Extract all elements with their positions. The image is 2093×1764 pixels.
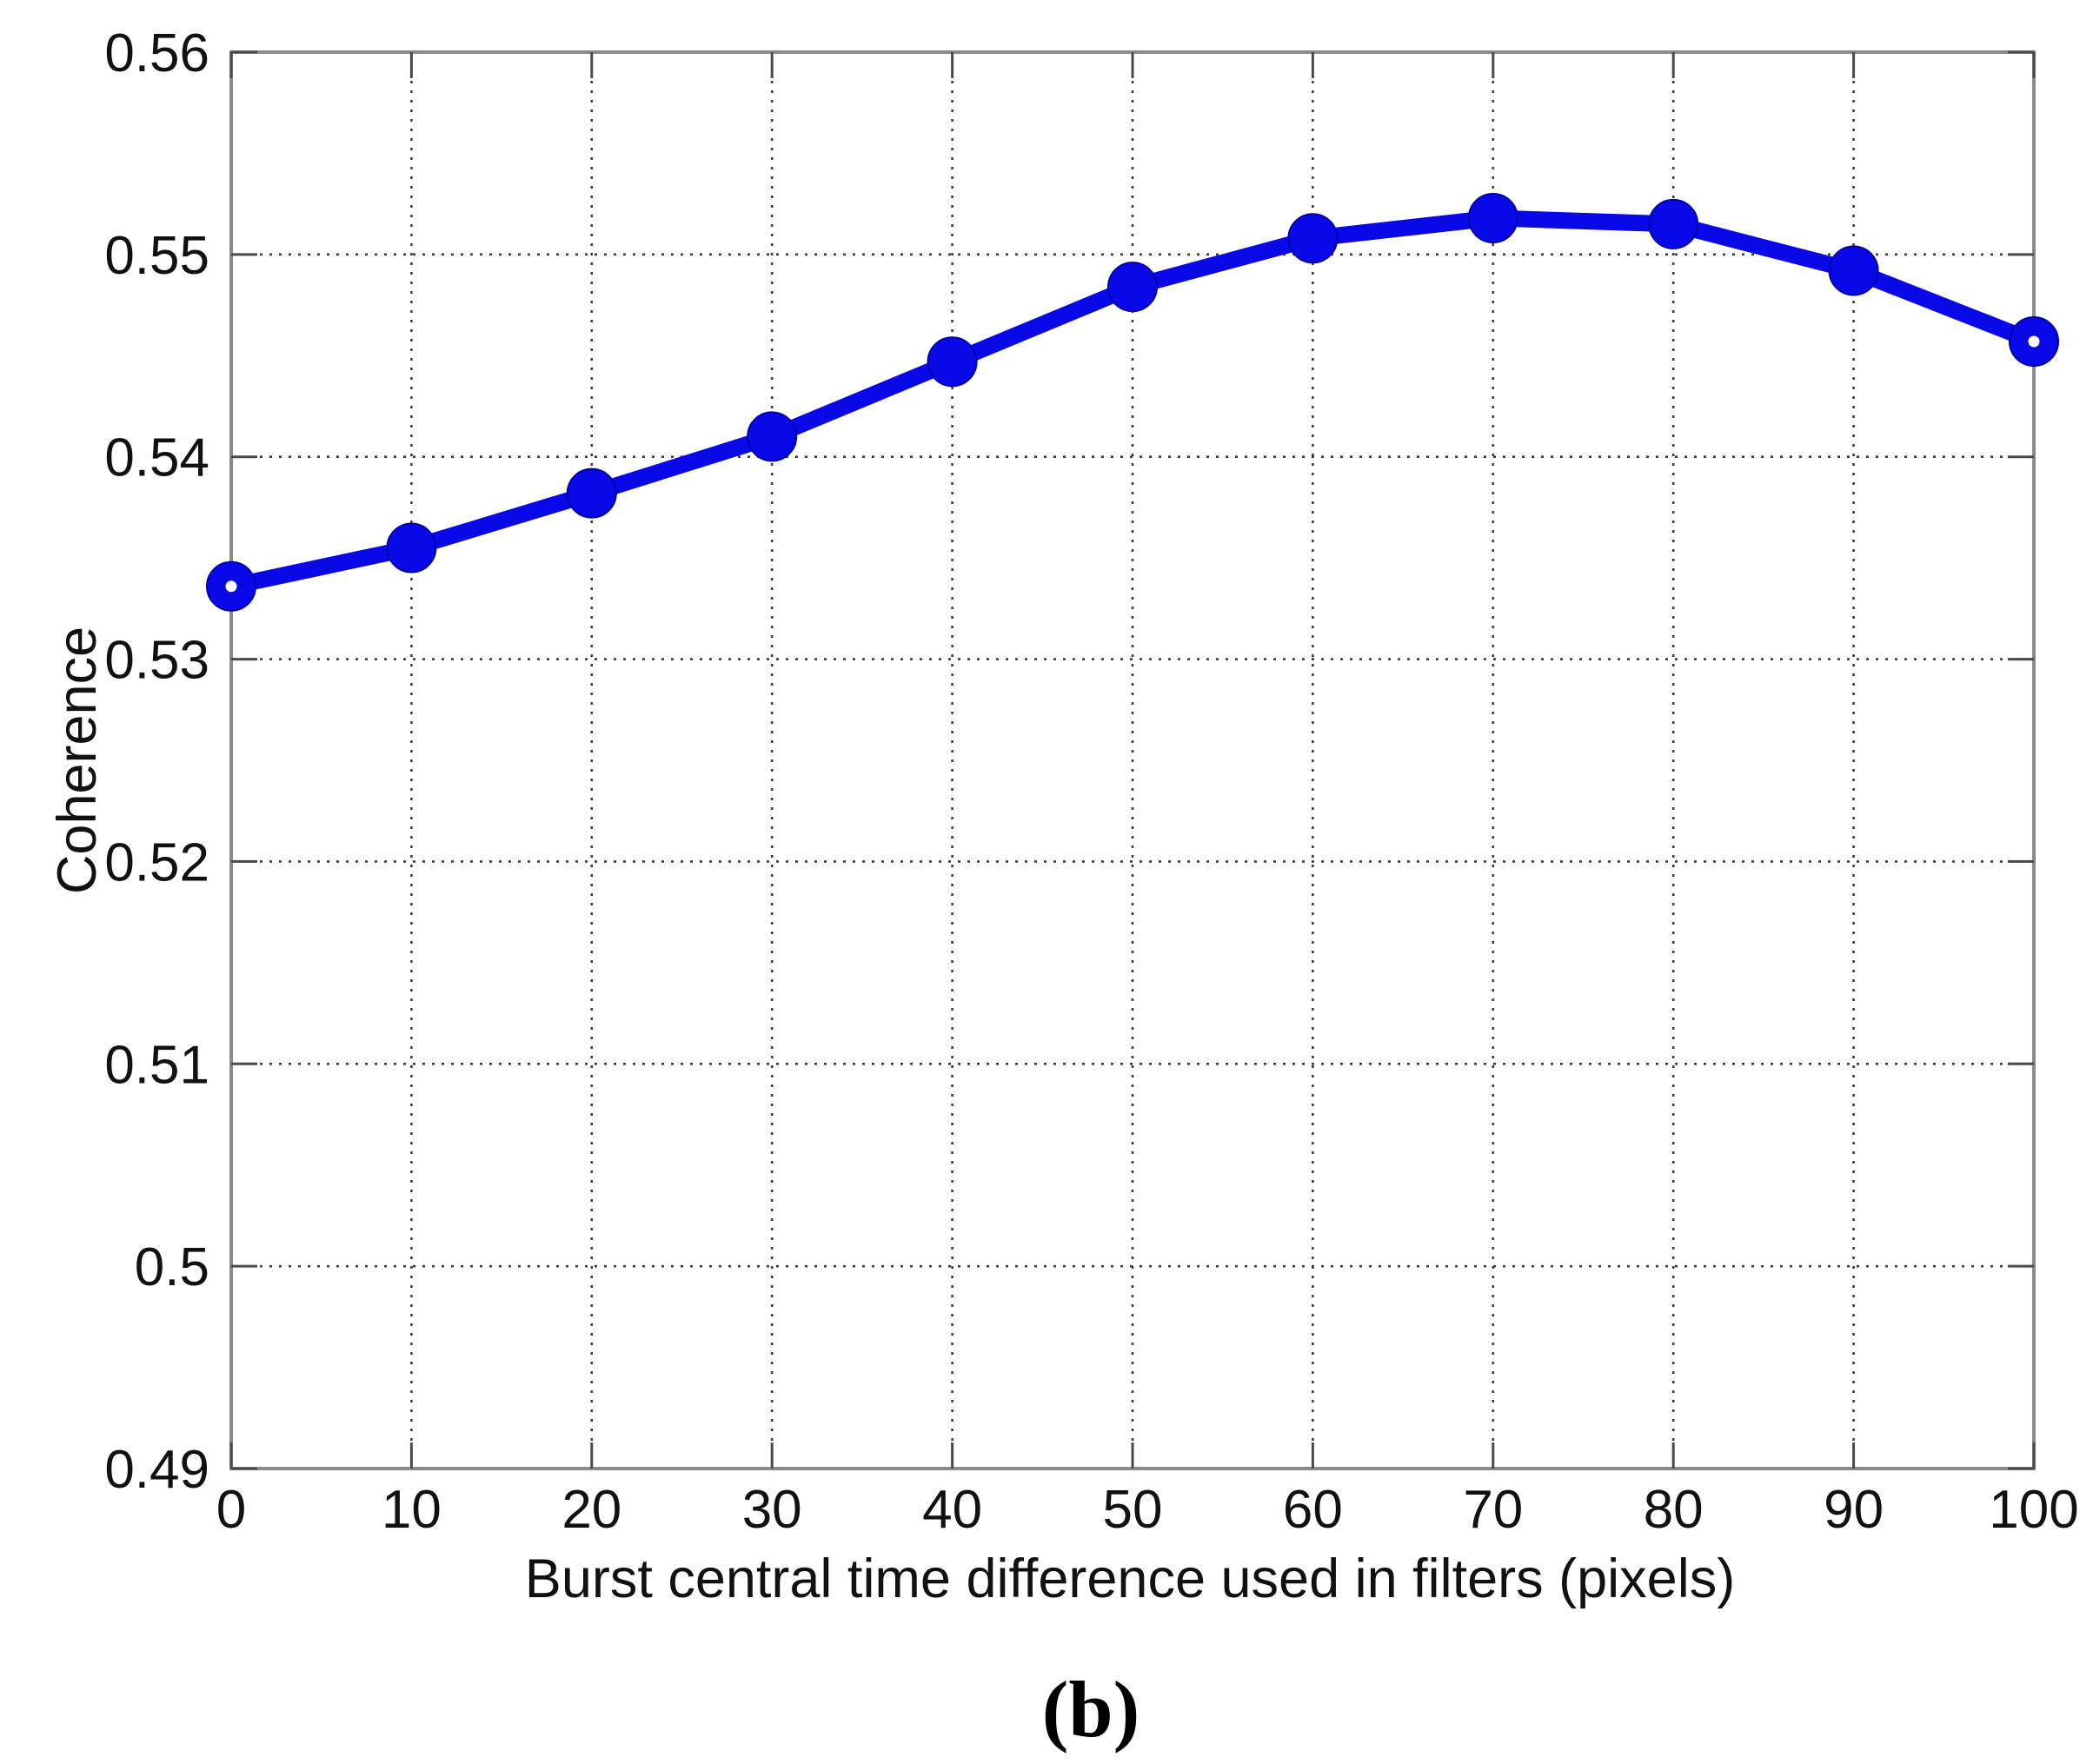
x-tick-label-30: 30 [742, 1480, 802, 1540]
x-tick-label-60: 60 [1283, 1480, 1343, 1540]
axis-ticks [229, 50, 2036, 1470]
data-series [206, 192, 2059, 612]
data-point-hole-x0 [225, 580, 237, 593]
data-point-x80 [1648, 198, 1699, 249]
y-tick-label-0.52: 0.52 [104, 832, 209, 892]
figure-caption: (b) [1042, 1665, 1140, 1754]
x-tick-label-50: 50 [1103, 1480, 1163, 1540]
x-tick-label-20: 20 [561, 1480, 621, 1540]
data-point-x70 [1467, 192, 1518, 243]
y-tick-label-0.51: 0.51 [104, 1035, 209, 1095]
data-point-hole-x100 [2028, 335, 2040, 348]
y-tick-label-0.54: 0.54 [104, 428, 209, 488]
data-point-x90 [1828, 245, 1879, 296]
gridlines [231, 52, 2034, 1469]
y-tick-label-0.55: 0.55 [104, 226, 209, 286]
data-point-x60 [1287, 213, 1339, 264]
data-point-x30 [747, 411, 798, 462]
data-point-x20 [566, 468, 617, 519]
y-tick-label-0.5: 0.5 [135, 1237, 209, 1297]
y-axis-label: Coherence [47, 627, 108, 894]
x-tick-label-100: 100 [1989, 1480, 2078, 1540]
x-tick-label-10: 10 [382, 1480, 442, 1540]
data-point-x10 [386, 522, 437, 574]
x-tick-label-40: 40 [922, 1480, 982, 1540]
data-point-x40 [927, 336, 978, 388]
x-tick-label-90: 90 [1824, 1480, 1884, 1540]
x-tick-label-80: 80 [1644, 1480, 1704, 1540]
tick-labels: 0.49 0.5 0.51 0.52 0.53 0.54 0.55 0.56 0 10 20 30 40… [104, 23, 2078, 1540]
data-point-x50 [1107, 262, 1158, 313]
y-tick-label-0.49: 0.49 [104, 1440, 209, 1500]
x-axis-label: Burst central time difference used in fi… [525, 1548, 1735, 1609]
x-tick-label-70: 70 [1463, 1480, 1523, 1540]
y-tick-label-0.56: 0.56 [104, 23, 209, 83]
x-tick-label-0: 0 [216, 1480, 246, 1540]
y-tick-label-0.53: 0.53 [104, 631, 209, 691]
